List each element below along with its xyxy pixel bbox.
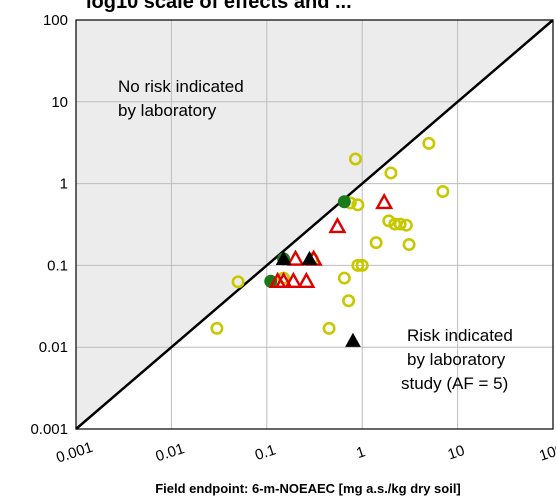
risk-line-3: study (AF = 5) [401,374,508,393]
red-open-triangle-point [274,271,293,289]
yellow-open-circle-point [351,198,365,212]
red-open-triangle-point [297,271,316,289]
x-tick-label: 100 [537,441,556,465]
risk-line-1: Risk indicated [407,326,513,345]
yellow-open-circle-point [355,258,369,272]
y-tick-label: 100 [43,12,68,29]
data-points [210,136,450,347]
risk-annotation: Risk indicated by laboratory study (AF =… [401,326,513,393]
one-to-one-line [75,19,554,430]
y-tick-label: 1 [60,176,68,193]
yellow-open-circle-point [393,217,407,231]
chart-top-text: log10 scale of effects and ... [86,0,352,13]
x-tick-label: 0.1 [253,441,278,464]
no-risk-line-1: No risk indicated [118,77,244,96]
no-risk-annotation: No risk indicated by laboratory [118,77,244,120]
black-filled-triangle-point [301,250,318,266]
yellow-open-circle-point [399,218,413,232]
yellow-open-circle-point [351,258,365,272]
yellow-open-circle-point [384,166,398,180]
x-tick-label: 0.001 [54,439,95,467]
red-open-triangle-point [375,192,394,210]
yellow-open-circle-point [369,236,383,250]
x-axis-label: Field endpoint: 6-m-NOEAEC [mg a.s./kg d… [155,481,461,496]
y-tick-label: 0.01 [39,339,68,356]
yellow-open-circle-point [342,294,356,308]
y-tick-label: 0.001 [30,421,68,438]
yellow-open-circle-point [322,321,336,335]
yellow-open-circle-point [436,185,450,199]
yellow-open-circle-point [402,238,416,252]
y-tick-label: 0.1 [47,257,68,274]
risk-line-2: by laboratory [407,350,506,369]
y-tick-labels: 0.001 0.01 0.1 1 10 100 [30,12,68,438]
x-tick-label: 0.01 [153,440,186,465]
yellow-open-circle-point [337,271,351,285]
x-tick-labels: 0.001 0.01 0.1 1 10 100 [54,439,556,467]
green-filled-circle-point [337,195,351,209]
yellow-open-circle-point [422,136,436,150]
red-open-triangle-point [284,271,303,289]
y-tick-label: 10 [51,94,68,111]
yellow-open-circle-point [231,275,245,289]
red-open-triangle-point [328,216,347,234]
yellow-open-circle-point [210,321,224,335]
black-filled-triangle-point [275,250,292,266]
no-risk-line-2: by laboratory [118,101,217,120]
x-tick-label: 1 [354,443,367,462]
x-tick-label: 10 [446,442,467,463]
plot-frame [75,19,554,430]
yellow-open-circle-point [348,152,362,166]
red-open-triangle-point [286,249,305,266]
black-filled-triangle-point [345,332,361,347]
